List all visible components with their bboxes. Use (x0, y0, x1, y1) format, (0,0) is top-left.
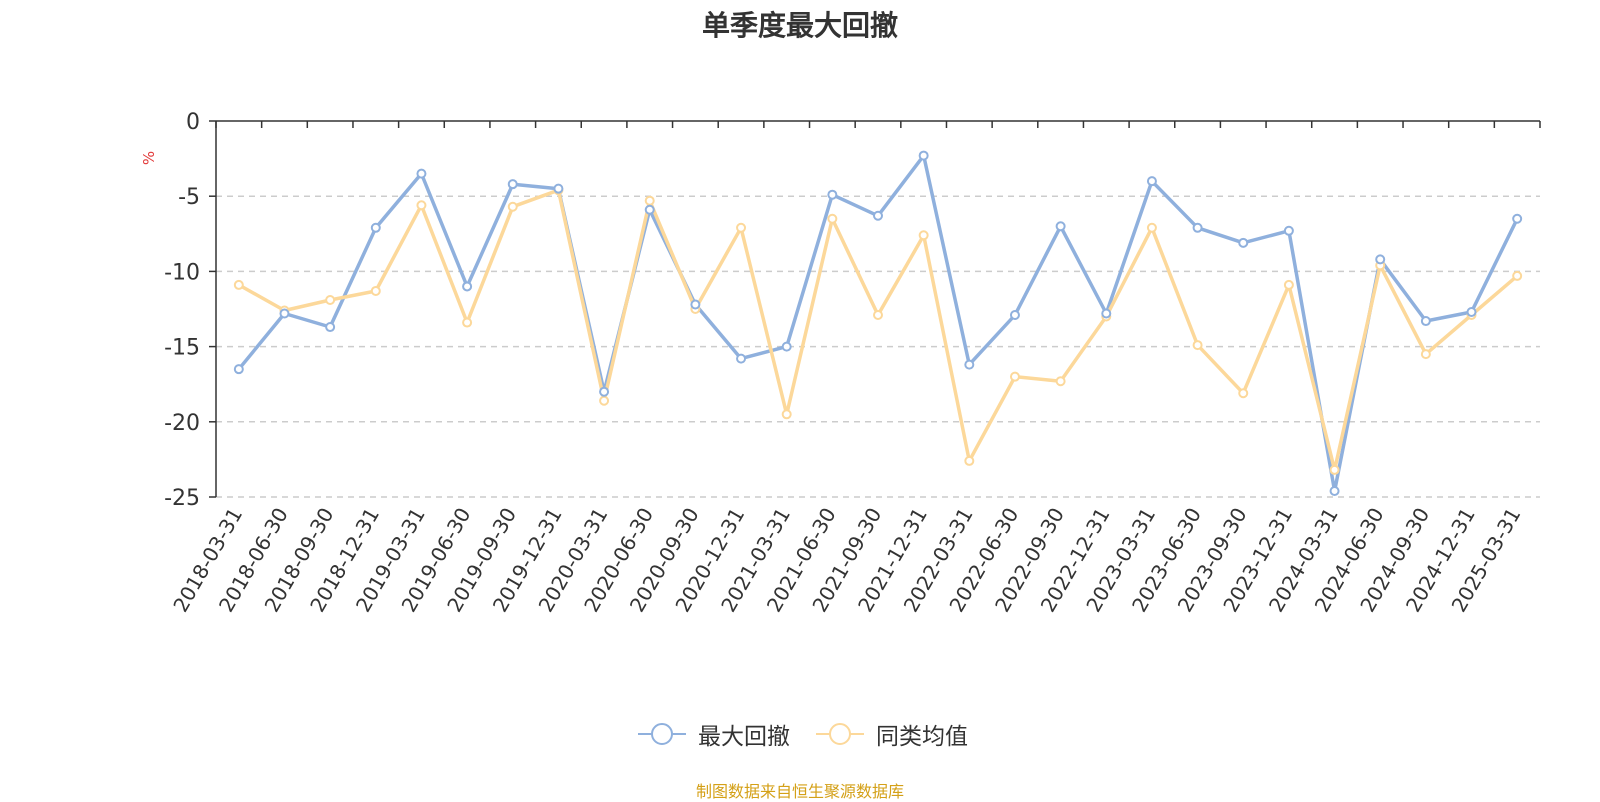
data-point-0-25[interactable] (1375, 254, 1386, 265)
data-point-0-26[interactable] (1420, 316, 1431, 327)
data-point-0-13[interactable] (827, 189, 838, 200)
data-point-0-3[interactable] (370, 222, 381, 233)
data-point-1-3[interactable] (370, 285, 381, 296)
data-point-0-12[interactable] (781, 341, 792, 352)
data-point-0-28[interactable] (1512, 213, 1523, 224)
data-point-1-11[interactable] (736, 222, 747, 233)
y-tick-label: 0 (186, 110, 200, 135)
data-point-0-6[interactable] (507, 179, 518, 190)
data-point-0-11[interactable] (736, 353, 747, 364)
data-point-0-17[interactable] (1009, 310, 1020, 321)
data-point-1-16[interactable] (964, 455, 975, 466)
data-point-1-17[interactable] (1009, 371, 1020, 382)
data-point-0-23[interactable] (1283, 225, 1294, 236)
legend-symbol-icon (816, 723, 864, 745)
data-point-0-20[interactable] (1146, 176, 1157, 187)
axes: 0-5-10-15-20-252018-03-312018-06-302018-… (164, 110, 1541, 616)
data-point-0-19[interactable] (1101, 308, 1112, 319)
legend-item-1[interactable]: 同类均值 (814, 718, 968, 750)
data-point-1-22[interactable] (1238, 388, 1249, 399)
data-point-1-20[interactable] (1146, 222, 1157, 233)
y-axis-label: % (140, 151, 158, 165)
data-point-0-10[interactable] (690, 299, 701, 310)
data-point-0-4[interactable] (416, 168, 427, 179)
data-point-1-12[interactable] (781, 409, 792, 420)
data-point-0-0[interactable] (233, 364, 244, 375)
legend-item-0[interactable]: 最大回撤 (636, 718, 790, 750)
data-point-0-27[interactable] (1466, 307, 1477, 318)
data-point-0-8[interactable] (599, 386, 610, 397)
series-lines (237, 153, 1519, 493)
data-point-1-14[interactable] (873, 310, 883, 321)
data-point-1-5[interactable] (462, 317, 473, 328)
data-point-1-26[interactable] (1420, 349, 1431, 360)
data-point-0-16[interactable] (964, 359, 975, 370)
y-tick-label: -15 (164, 336, 200, 361)
source-note: 制图数据来自恒生聚源数据库 (695, 782, 904, 801)
legend-label: 同类均值 (876, 724, 968, 750)
data-point-1-23[interactable] (1283, 279, 1294, 290)
data-point-0-1[interactable] (279, 308, 290, 319)
data-point-1-28[interactable] (1512, 270, 1523, 281)
series-line-1 (237, 188, 1519, 472)
data-point-1-9[interactable] (644, 195, 655, 206)
data-point-1-21[interactable] (1192, 340, 1203, 351)
legend-label: 最大回撤 (698, 724, 790, 750)
y-tick-label: -20 (164, 411, 200, 436)
grid-lines (216, 195, 1540, 498)
data-point-1-2[interactable] (325, 294, 336, 305)
data-point-1-8[interactable] (599, 395, 610, 406)
data-point-1-18[interactable] (1055, 376, 1066, 387)
data-point-0-7[interactable] (553, 183, 564, 194)
data-points (233, 150, 1523, 496)
y-tick-label: -5 (178, 185, 200, 210)
data-point-0-9[interactable] (644, 204, 655, 215)
legend-symbol-icon (638, 723, 686, 745)
data-point-0-2[interactable] (325, 322, 336, 333)
data-point-1-0[interactable] (233, 279, 244, 290)
y-tick-label: -25 (164, 486, 200, 511)
data-point-0-5[interactable] (462, 281, 473, 292)
data-point-0-18[interactable] (1055, 221, 1066, 232)
y-tick-label: -10 (164, 260, 200, 285)
data-point-1-6[interactable] (507, 201, 518, 212)
data-point-0-24[interactable] (1329, 485, 1340, 496)
data-point-0-21[interactable] (1192, 222, 1203, 233)
data-point-1-13[interactable] (827, 213, 838, 224)
chart-title: 单季度最大回撤 (701, 9, 898, 42)
data-point-0-22[interactable] (1238, 237, 1249, 248)
data-point-0-14[interactable] (873, 210, 883, 221)
series-line-0 (237, 153, 1519, 493)
data-point-0-15[interactable] (918, 150, 929, 161)
data-point-1-15[interactable] (918, 230, 929, 241)
data-point-1-24[interactable] (1329, 464, 1340, 475)
data-point-1-4[interactable] (416, 200, 427, 211)
